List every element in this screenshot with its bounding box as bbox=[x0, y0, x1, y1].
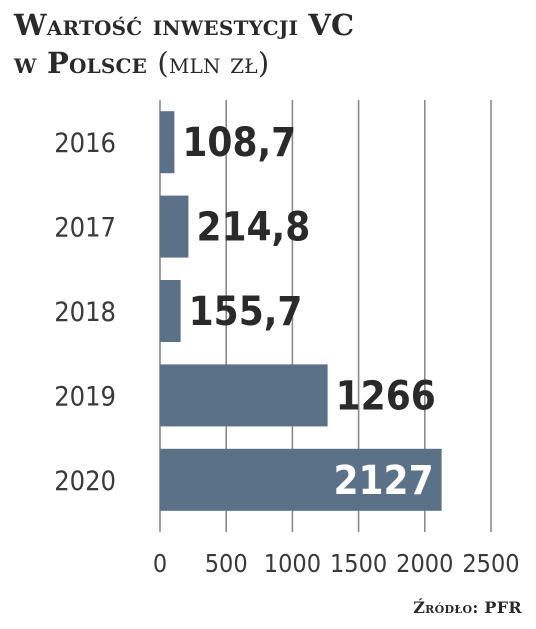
x-tick-label-1000: 1000 bbox=[264, 549, 321, 578]
x-tick-label-0: 0 bbox=[153, 549, 167, 578]
bar-2018 bbox=[160, 280, 181, 342]
x-tick-label-1500: 1500 bbox=[330, 549, 387, 578]
x-tick-label-2500: 2500 bbox=[462, 549, 519, 578]
source-note: Źródło: PFR bbox=[413, 598, 522, 617]
bar-2017 bbox=[160, 195, 189, 258]
title-line-1: Wartość inwestycji VC bbox=[14, 8, 355, 42]
bar-2020 bbox=[160, 448, 442, 511]
value-label-2018: 155,7 bbox=[189, 289, 303, 335]
category-label-2018: 2018 bbox=[54, 297, 116, 328]
chart-title: Wartość inwestycji VC w Polsce (mln zł) bbox=[14, 6, 524, 82]
title-unit: (mln zł) bbox=[157, 46, 270, 80]
title-line-2: w Polsce bbox=[14, 46, 148, 80]
category-label-2020: 2020 bbox=[54, 466, 116, 497]
bar-2019 bbox=[160, 364, 328, 427]
value-label-2017: 214,8 bbox=[196, 205, 310, 251]
value-label-2020: 2127 bbox=[333, 458, 433, 504]
x-tick-label-2000: 2000 bbox=[396, 549, 453, 578]
value-label-2019: 1266 bbox=[336, 373, 436, 419]
x-tick-label-500: 500 bbox=[205, 549, 248, 578]
category-label-2016: 2016 bbox=[54, 128, 116, 159]
value-label-2016: 108,7 bbox=[182, 120, 296, 166]
category-label-2019: 2019 bbox=[54, 381, 116, 412]
bar-2016 bbox=[160, 111, 175, 174]
category-label-2017: 2017 bbox=[54, 213, 116, 244]
